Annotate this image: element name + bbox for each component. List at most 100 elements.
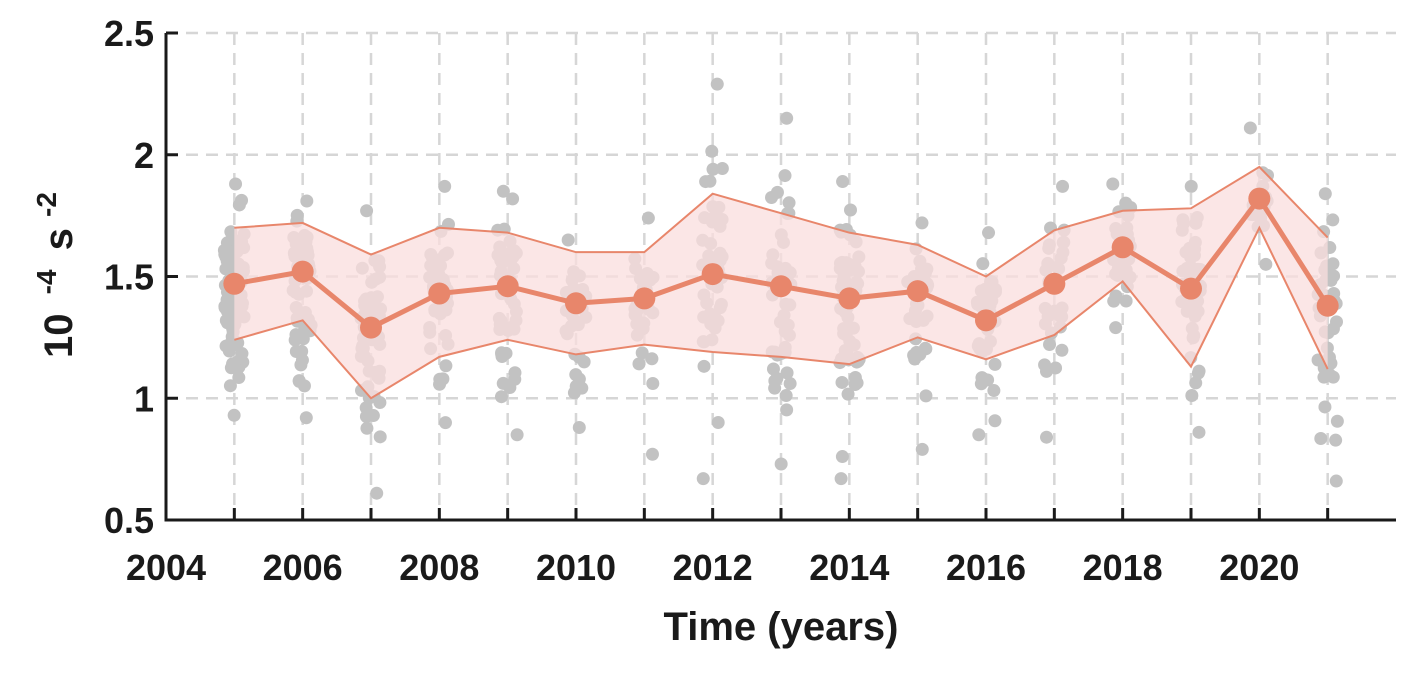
scatter-point bbox=[1119, 294, 1133, 308]
lower-bound-line bbox=[234, 225, 1329, 400]
scatter-point bbox=[1185, 388, 1199, 402]
x-tick-label: 2014 bbox=[809, 547, 889, 588]
scatter-point bbox=[1040, 430, 1054, 444]
scatter-point bbox=[1243, 121, 1257, 135]
scatter-point bbox=[567, 386, 581, 400]
mean-point bbox=[838, 287, 861, 310]
scatter-point bbox=[988, 357, 1002, 371]
scatter-point bbox=[715, 161, 729, 175]
x-tick-label: 2010 bbox=[536, 547, 616, 588]
scatter-point bbox=[1314, 431, 1328, 445]
scatter-point bbox=[1330, 414, 1344, 428]
mean-point bbox=[428, 282, 451, 305]
scatter-point bbox=[834, 472, 848, 486]
mean-series bbox=[223, 187, 1339, 339]
scatter-point bbox=[1184, 179, 1198, 193]
scatter-point bbox=[919, 389, 933, 403]
scatter-point bbox=[645, 352, 659, 366]
scatter-point bbox=[974, 377, 988, 391]
scatter-point bbox=[561, 233, 575, 247]
mean-point bbox=[975, 309, 997, 332]
scatter-point bbox=[836, 175, 850, 189]
scatter-point bbox=[710, 77, 724, 91]
scatter-point bbox=[438, 179, 452, 193]
x-tick-label: 2004 bbox=[126, 547, 206, 588]
scatter-point bbox=[768, 381, 782, 395]
scatter-point bbox=[510, 428, 524, 442]
x-axis-title: Time (years) bbox=[664, 605, 899, 649]
scatter-point bbox=[1043, 337, 1057, 351]
scatter-point bbox=[1329, 474, 1343, 488]
scatter-point bbox=[217, 243, 231, 257]
scatter-point bbox=[299, 411, 313, 425]
scatter-point bbox=[982, 226, 996, 240]
x-tick-labels: 2004 2006 2008 2010 2012 2014 2016 2018 2020 bbox=[126, 547, 1299, 588]
y-tick-label: 2 bbox=[134, 135, 154, 176]
scatter-point bbox=[782, 196, 796, 210]
scatter-point bbox=[841, 387, 855, 401]
upper-bound-line bbox=[234, 165, 1329, 278]
scatter-point bbox=[1329, 433, 1343, 447]
scatter-point bbox=[1326, 213, 1340, 227]
scatter-point bbox=[783, 377, 797, 391]
scatter-point bbox=[699, 175, 713, 189]
scatter-point bbox=[780, 366, 794, 380]
mean-point bbox=[1111, 236, 1134, 259]
mean-point bbox=[291, 260, 314, 283]
scatter-point bbox=[373, 430, 387, 444]
axes bbox=[164, 31, 1396, 522]
y-axis-title-exp1: -4 bbox=[31, 269, 62, 294]
scatter-point bbox=[1192, 364, 1206, 378]
scatter-point bbox=[779, 389, 793, 403]
scatter-point bbox=[220, 254, 234, 268]
scatter-point bbox=[508, 366, 522, 380]
scatter-point bbox=[1317, 370, 1331, 384]
y-axis-title-exp2: -2 bbox=[31, 192, 62, 217]
scatter-point bbox=[915, 216, 929, 230]
scatter-point bbox=[370, 486, 384, 500]
scatter-point bbox=[1055, 343, 1069, 357]
scatter-point bbox=[711, 416, 725, 430]
scatter-point bbox=[572, 420, 586, 434]
scatter-point bbox=[232, 198, 246, 212]
scatter-point bbox=[780, 403, 794, 417]
scatter-point bbox=[780, 111, 794, 125]
scatter-point bbox=[223, 379, 237, 393]
x-tick-label: 2008 bbox=[399, 547, 479, 588]
scatter-point bbox=[300, 194, 314, 208]
scatter-point bbox=[577, 355, 591, 369]
scatter-point bbox=[227, 408, 241, 422]
scatter-point bbox=[439, 359, 453, 373]
scatter-point bbox=[907, 348, 921, 362]
mean-point bbox=[633, 287, 656, 310]
y-axis-title-base: 10 bbox=[37, 313, 81, 358]
mean-point bbox=[223, 272, 246, 295]
scatter-point bbox=[976, 257, 990, 271]
scatter-point bbox=[229, 177, 243, 191]
scatter-point bbox=[1318, 187, 1332, 201]
scatter-point bbox=[494, 390, 508, 404]
x-tick-label: 2016 bbox=[946, 547, 1026, 588]
scatter-point bbox=[646, 377, 660, 391]
scatter-point bbox=[774, 457, 788, 471]
scatter-point bbox=[1106, 177, 1120, 191]
y-axis-title: 10 -4 s -2 bbox=[21, 192, 81, 358]
mean-point bbox=[770, 275, 792, 298]
mean-point bbox=[906, 280, 929, 303]
x-tick-label: 2006 bbox=[263, 547, 343, 588]
scatter-point bbox=[1109, 289, 1123, 303]
mean-point bbox=[1180, 277, 1202, 300]
scatter-point bbox=[765, 191, 779, 205]
scatter-point bbox=[222, 344, 236, 358]
scatter-point bbox=[438, 416, 452, 430]
scatter-point bbox=[848, 370, 862, 384]
y-tick-label: 2.5 bbox=[104, 13, 154, 54]
scatter-point bbox=[778, 169, 792, 183]
scatter-point bbox=[360, 204, 374, 218]
scatter-point bbox=[288, 333, 302, 347]
scatter-point bbox=[1326, 257, 1340, 271]
scatter-point bbox=[295, 353, 309, 367]
y-tick-label: 0.5 bbox=[104, 500, 154, 541]
scatter-point bbox=[297, 379, 311, 393]
